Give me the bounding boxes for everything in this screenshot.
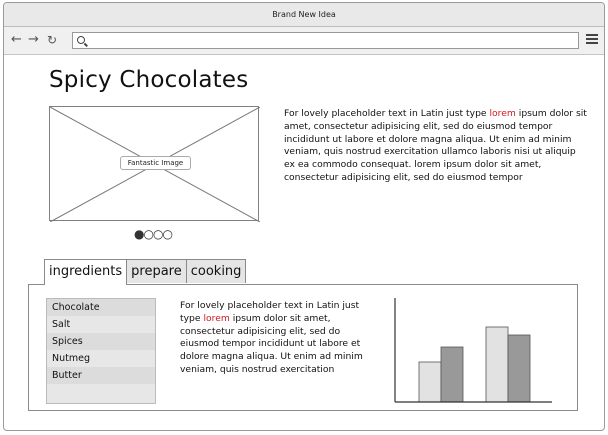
- forward-arrow-icon[interactable]: →: [28, 32, 39, 47]
- chart-bar: [440, 346, 464, 403]
- page-title: Spicy Chocolates: [49, 67, 249, 93]
- panel-highlight: lorem: [203, 312, 230, 324]
- intro-highlight: lorem: [489, 108, 516, 119]
- bar-chart: [394, 298, 552, 403]
- panel-text-start: For lovely placeholder text in Latin jus…: [180, 300, 360, 324]
- browser-toolbar: ← → ↻: [4, 27, 604, 55]
- list-item[interactable]: Nutmeg: [52, 353, 90, 364]
- list-item[interactable]: Chocolate: [47, 299, 155, 316]
- tab-panel: Chocolate Salt Spices Nutmeg Butter For …: [28, 284, 578, 411]
- intro-text-end: ipsum dolor sit amet, consectetur adipis…: [284, 108, 587, 183]
- carousel-dot[interactable]: ○: [152, 227, 164, 241]
- hero-image-placeholder: Fantastic Image: [49, 106, 260, 222]
- recipe-tabs: ingredients prepare cooking: [44, 259, 247, 285]
- carousel-dots[interactable]: ●○○○: [134, 227, 173, 241]
- intro-paragraph: For lovely placeholder text in Latin jus…: [284, 108, 589, 185]
- window-title: Brand New Idea: [4, 3, 604, 27]
- address-bar[interactable]: [72, 32, 579, 49]
- tab-cooking[interactable]: cooking: [185, 259, 247, 283]
- chart-bar: [485, 326, 509, 403]
- carousel-dot[interactable]: ○: [162, 227, 173, 241]
- chart-bar: [507, 334, 531, 403]
- back-arrow-icon[interactable]: ←: [11, 32, 22, 47]
- search-icon: [77, 36, 85, 44]
- panel-paragraph: For lovely placeholder text in Latin jus…: [180, 300, 375, 403]
- ingredients-list: Chocolate Salt Spices Nutmeg Butter: [46, 298, 156, 404]
- reload-icon[interactable]: ↻: [47, 33, 58, 47]
- intro-text-start: For lovely placeholder text in Latin jus…: [284, 108, 490, 119]
- browser-window: Brand New Idea ← → ↻ Spicy Chocolates Fa…: [3, 2, 605, 431]
- tab-ingredients[interactable]: ingredients: [44, 259, 128, 285]
- menu-icon[interactable]: [586, 34, 598, 44]
- carousel-dot[interactable]: ○: [143, 227, 154, 241]
- list-item[interactable]: Spices: [47, 333, 155, 350]
- panel-text-end: ipsum dolor sit amet, consectetur adipis…: [180, 312, 363, 375]
- list-item[interactable]: Butter: [47, 367, 155, 384]
- image-caption: Fantastic Image: [120, 156, 191, 170]
- list-item[interactable]: Salt: [52, 319, 71, 330]
- carousel-dot[interactable]: ●: [134, 227, 145, 241]
- tab-prepare[interactable]: prepare: [126, 259, 187, 283]
- chart-bar: [418, 361, 442, 403]
